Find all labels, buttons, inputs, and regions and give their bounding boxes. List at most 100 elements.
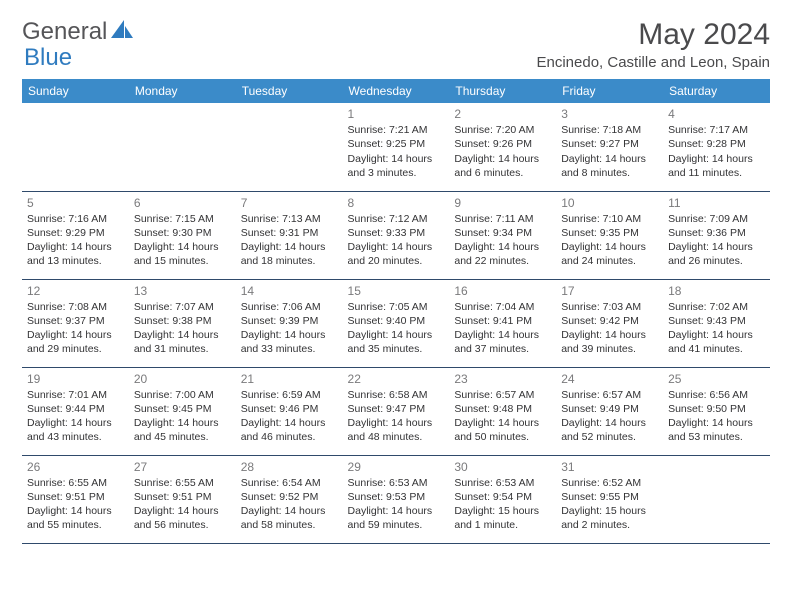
sunset-line: Sunset: 9:31 PM [241, 226, 338, 240]
sunset-line: Sunset: 9:53 PM [348, 490, 445, 504]
daylight-line: Daylight: 14 hours and 45 minutes. [134, 416, 231, 444]
sunset-line: Sunset: 9:35 PM [561, 226, 658, 240]
brand-sail-icon [111, 20, 133, 45]
sunset-line: Sunset: 9:39 PM [241, 314, 338, 328]
brand-word-2: Blue [24, 44, 72, 71]
day-number: 12 [27, 283, 124, 299]
day-number: 10 [561, 195, 658, 211]
calendar-day-cell: 22Sunrise: 6:58 AMSunset: 9:47 PMDayligh… [343, 367, 450, 455]
calendar-header-row: SundayMondayTuesdayWednesdayThursdayFrid… [22, 79, 770, 103]
calendar-day-cell: 30Sunrise: 6:53 AMSunset: 9:54 PMDayligh… [449, 455, 556, 543]
sunrise-line: Sunrise: 6:59 AM [241, 388, 338, 402]
day-number: 31 [561, 459, 658, 475]
calendar-day-cell: 28Sunrise: 6:54 AMSunset: 9:52 PMDayligh… [236, 455, 343, 543]
daylight-line: Daylight: 14 hours and 15 minutes. [134, 240, 231, 268]
day-number: 3 [561, 106, 658, 122]
sunset-line: Sunset: 9:46 PM [241, 402, 338, 416]
sunrise-line: Sunrise: 7:13 AM [241, 212, 338, 226]
daylight-line: Daylight: 14 hours and 46 minutes. [241, 416, 338, 444]
daylight-line: Daylight: 14 hours and 11 minutes. [668, 152, 765, 180]
day-number: 27 [134, 459, 231, 475]
calendar-day-cell: 19Sunrise: 7:01 AMSunset: 9:44 PMDayligh… [22, 367, 129, 455]
day-number: 26 [27, 459, 124, 475]
calendar-day-cell: 15Sunrise: 7:05 AMSunset: 9:40 PMDayligh… [343, 279, 450, 367]
calendar-day-cell: 21Sunrise: 6:59 AMSunset: 9:46 PMDayligh… [236, 367, 343, 455]
daylight-line: Daylight: 14 hours and 33 minutes. [241, 328, 338, 356]
day-number: 7 [241, 195, 338, 211]
title-block: May 2024 Encinedo, Castille and Leon, Sp… [537, 18, 771, 71]
calendar-day-cell: 9Sunrise: 7:11 AMSunset: 9:34 PMDaylight… [449, 191, 556, 279]
sunrise-line: Sunrise: 7:18 AM [561, 123, 658, 137]
daylight-line: Daylight: 14 hours and 29 minutes. [27, 328, 124, 356]
sunrise-line: Sunrise: 7:15 AM [134, 212, 231, 226]
day-number: 1 [348, 106, 445, 122]
sunrise-line: Sunrise: 6:52 AM [561, 476, 658, 490]
daylight-line: Daylight: 14 hours and 6 minutes. [454, 152, 551, 180]
day-number: 8 [348, 195, 445, 211]
day-number: 6 [134, 195, 231, 211]
day-number: 20 [134, 371, 231, 387]
sunrise-line: Sunrise: 7:02 AM [668, 300, 765, 314]
sunrise-line: Sunrise: 7:03 AM [561, 300, 658, 314]
calendar-day-cell: 16Sunrise: 7:04 AMSunset: 9:41 PMDayligh… [449, 279, 556, 367]
daylight-line: Daylight: 15 hours and 2 minutes. [561, 504, 658, 532]
calendar-day-cell: 5Sunrise: 7:16 AMSunset: 9:29 PMDaylight… [22, 191, 129, 279]
sunset-line: Sunset: 9:55 PM [561, 490, 658, 504]
calendar-day-cell: 24Sunrise: 6:57 AMSunset: 9:49 PMDayligh… [556, 367, 663, 455]
calendar-day-cell: 31Sunrise: 6:52 AMSunset: 9:55 PMDayligh… [556, 455, 663, 543]
sunset-line: Sunset: 9:44 PM [27, 402, 124, 416]
sunrise-line: Sunrise: 6:53 AM [348, 476, 445, 490]
daylight-line: Daylight: 14 hours and 37 minutes. [454, 328, 551, 356]
day-number: 13 [134, 283, 231, 299]
sunset-line: Sunset: 9:27 PM [561, 137, 658, 151]
sunset-line: Sunset: 9:26 PM [454, 137, 551, 151]
day-number: 30 [454, 459, 551, 475]
calendar-day-cell: 18Sunrise: 7:02 AMSunset: 9:43 PMDayligh… [663, 279, 770, 367]
sunrise-line: Sunrise: 7:16 AM [27, 212, 124, 226]
sunset-line: Sunset: 9:30 PM [134, 226, 231, 240]
sunrise-line: Sunrise: 6:54 AM [241, 476, 338, 490]
sunrise-line: Sunrise: 6:56 AM [668, 388, 765, 402]
calendar-day-cell: 26Sunrise: 6:55 AMSunset: 9:51 PMDayligh… [22, 455, 129, 543]
sunset-line: Sunset: 9:47 PM [348, 402, 445, 416]
sunrise-line: Sunrise: 7:04 AM [454, 300, 551, 314]
calendar-table: SundayMondayTuesdayWednesdayThursdayFrid… [22, 79, 770, 544]
day-number: 28 [241, 459, 338, 475]
calendar-body: 1Sunrise: 7:21 AMSunset: 9:25 PMDaylight… [22, 103, 770, 543]
sunset-line: Sunset: 9:28 PM [668, 137, 765, 151]
sunrise-line: Sunrise: 7:21 AM [348, 123, 445, 137]
calendar-day-cell: 8Sunrise: 7:12 AMSunset: 9:33 PMDaylight… [343, 191, 450, 279]
calendar-day-cell: 17Sunrise: 7:03 AMSunset: 9:42 PMDayligh… [556, 279, 663, 367]
daylight-line: Daylight: 14 hours and 58 minutes. [241, 504, 338, 532]
calendar-page: General May 2024 Encinedo, Castille and … [0, 0, 792, 562]
sunrise-line: Sunrise: 7:05 AM [348, 300, 445, 314]
daylight-line: Daylight: 14 hours and 35 minutes. [348, 328, 445, 356]
calendar-week-row: 12Sunrise: 7:08 AMSunset: 9:37 PMDayligh… [22, 279, 770, 367]
daylight-line: Daylight: 14 hours and 39 minutes. [561, 328, 658, 356]
day-number: 9 [454, 195, 551, 211]
calendar-day-cell: 3Sunrise: 7:18 AMSunset: 9:27 PMDaylight… [556, 103, 663, 191]
daylight-line: Daylight: 14 hours and 50 minutes. [454, 416, 551, 444]
sunrise-line: Sunrise: 7:06 AM [241, 300, 338, 314]
daylight-line: Daylight: 14 hours and 52 minutes. [561, 416, 658, 444]
weekday-header: Saturday [663, 79, 770, 103]
calendar-empty-cell [22, 103, 129, 191]
calendar-day-cell: 29Sunrise: 6:53 AMSunset: 9:53 PMDayligh… [343, 455, 450, 543]
calendar-empty-cell [663, 455, 770, 543]
sunrise-line: Sunrise: 6:57 AM [561, 388, 658, 402]
day-number: 2 [454, 106, 551, 122]
day-number: 19 [27, 371, 124, 387]
daylight-line: Daylight: 14 hours and 41 minutes. [668, 328, 765, 356]
day-number: 15 [348, 283, 445, 299]
calendar-day-cell: 2Sunrise: 7:20 AMSunset: 9:26 PMDaylight… [449, 103, 556, 191]
daylight-line: Daylight: 14 hours and 55 minutes. [27, 504, 124, 532]
sunset-line: Sunset: 9:33 PM [348, 226, 445, 240]
sunrise-line: Sunrise: 7:17 AM [668, 123, 765, 137]
weekday-header: Tuesday [236, 79, 343, 103]
day-number: 18 [668, 283, 765, 299]
daylight-line: Daylight: 14 hours and 8 minutes. [561, 152, 658, 180]
daylight-line: Daylight: 14 hours and 22 minutes. [454, 240, 551, 268]
sunset-line: Sunset: 9:54 PM [454, 490, 551, 504]
calendar-empty-cell [236, 103, 343, 191]
calendar-day-cell: 20Sunrise: 7:00 AMSunset: 9:45 PMDayligh… [129, 367, 236, 455]
